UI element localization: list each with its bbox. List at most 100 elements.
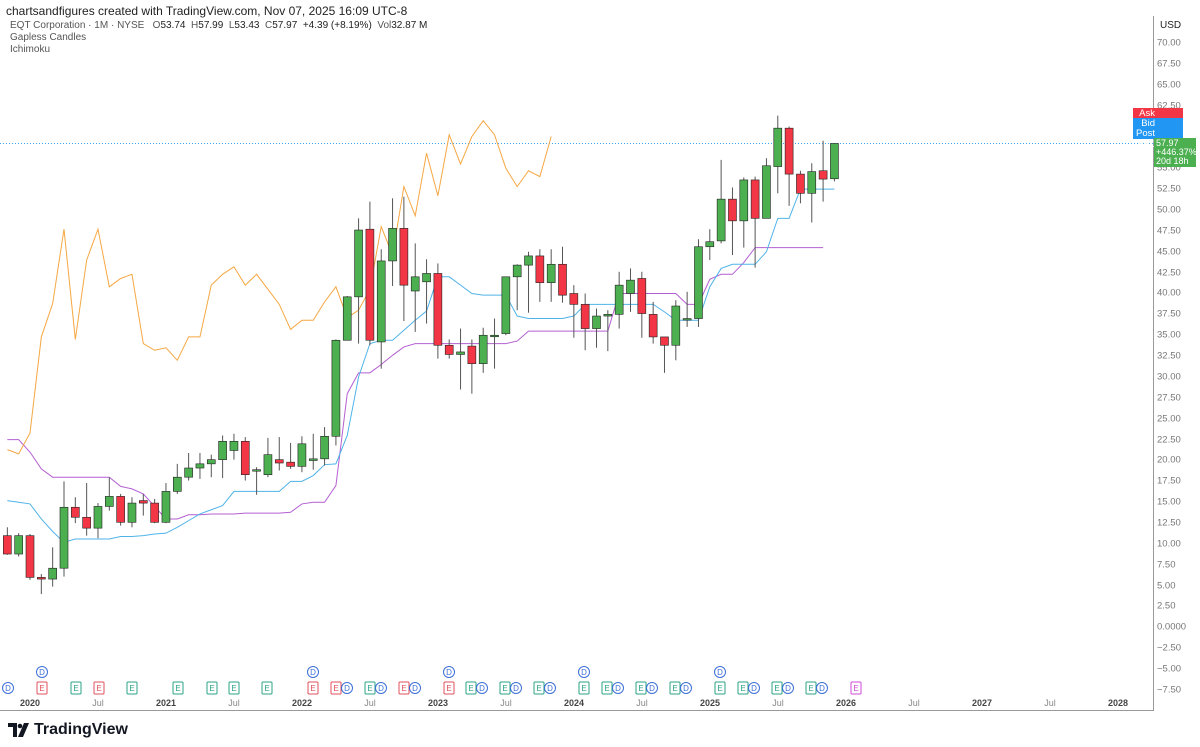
price-tick: 62.50 (1157, 100, 1181, 112)
dividend-event-icon (646, 682, 658, 694)
dividend-event-icon (544, 682, 556, 694)
candle-body (274, 459, 284, 464)
svg-text:E: E (310, 684, 315, 693)
price-tick: 27.50 (1157, 392, 1181, 404)
chart-credit: chartsandfigures created with TradingVie… (6, 4, 408, 18)
svg-text:D: D (446, 668, 452, 677)
price-tick: −5.00 (1157, 663, 1182, 675)
candle-body (206, 459, 216, 465)
candle-body (818, 170, 828, 180)
candle-body (116, 496, 125, 523)
candle-body (648, 314, 658, 338)
price-tick: 70.00 (1157, 37, 1181, 49)
price-tick: 42.50 (1157, 267, 1181, 279)
candle-body (388, 228, 397, 262)
candle-body (750, 179, 760, 219)
candle-body (478, 334, 488, 364)
dividend-event-icon (680, 682, 692, 694)
dividend-event-icon (375, 682, 387, 694)
candle-body (807, 171, 817, 194)
time-tick: 2024 (563, 698, 585, 708)
price-tick: 40.00 (1157, 287, 1181, 299)
svg-text:E: E (536, 684, 541, 693)
chart-legend: EQT Corporation · 1M · NYSE O53.74 H57.9… (10, 20, 427, 56)
time-tick: Jul (772, 698, 784, 708)
svg-text:E: E (446, 684, 451, 693)
time-tick: 2025 (699, 698, 721, 708)
svg-text:D: D (412, 684, 418, 693)
post-badge: Post 58.00 (1133, 128, 1183, 150)
indicator-gapless-candles[interactable]: Gapless Candles (10, 32, 87, 43)
price-tick: 65.00 (1157, 79, 1181, 91)
candle-body (762, 165, 771, 219)
svg-text:E: E (367, 684, 372, 693)
time-tick: 2028 (1107, 698, 1129, 708)
price-tick: 7.50 (1157, 559, 1176, 571)
legend-high: 57.99 (198, 20, 224, 31)
svg-text:E: E (468, 684, 473, 693)
dividend-event-icon (341, 682, 353, 694)
svg-text:E: E (73, 684, 78, 693)
legend-close: 57.97 (272, 20, 298, 31)
candle-body (105, 496, 114, 507)
price-tick: 15.00 (1157, 496, 1181, 508)
legend-open: 53.74 (160, 20, 186, 31)
candle-body (467, 345, 477, 364)
time-tick: Jul (500, 698, 512, 708)
svg-text:E: E (604, 684, 609, 693)
candle-body (252, 469, 261, 472)
candle-body (48, 567, 57, 580)
candle-body (728, 198, 737, 222)
svg-text:E: E (401, 684, 406, 693)
candle-body (569, 293, 579, 305)
earnings-event-icon (443, 681, 455, 695)
svg-text:D: D (5, 684, 11, 693)
indicator-ichimoku[interactable]: Ichimoku (10, 44, 51, 55)
svg-text:D: D (344, 684, 350, 693)
time-tick: Jul (92, 698, 104, 708)
candle-body (490, 334, 499, 338)
candle-body (637, 278, 647, 314)
svg-text:D: D (683, 684, 689, 693)
price-tick: 10.00 (1157, 538, 1181, 550)
chart-pane[interactable] (0, 16, 1154, 711)
svg-text:D: D (39, 668, 45, 677)
candle-body (773, 127, 783, 167)
candle-body (59, 506, 69, 569)
svg-text:E: E (740, 684, 745, 693)
candle-body (320, 435, 329, 460)
earnings-event-icon (36, 681, 48, 695)
candle-body (682, 318, 692, 321)
candle-body (331, 339, 341, 437)
svg-text:E: E (502, 684, 507, 693)
legend-volume: 32.87 M (391, 20, 428, 31)
svg-text:E: E (175, 684, 180, 693)
price-tick: 55.00 (1157, 162, 1181, 174)
ichimoku-base-line (7, 188, 835, 543)
candle-body (535, 255, 545, 283)
earnings-event-icon (850, 681, 862, 695)
svg-text:E: E (333, 684, 338, 693)
candle-body (297, 443, 307, 467)
dividend-event-icon (510, 682, 522, 694)
earnings-event-icon (126, 681, 138, 695)
candle-body (796, 173, 805, 194)
price-tick: 47.50 (1157, 225, 1181, 237)
candle-body (558, 263, 567, 296)
candle-body (354, 229, 363, 298)
candle-body (830, 143, 839, 180)
candle-body (82, 516, 91, 529)
legend-symbol[interactable]: EQT Corporation · 1M · NYSE (10, 20, 145, 31)
tradingview-logo-icon (8, 723, 29, 737)
candle-body (546, 263, 556, 283)
time-tick: 2026 (835, 698, 857, 708)
price-tick: 5.00 (1157, 580, 1176, 592)
svg-text:D: D (581, 668, 587, 677)
candle-body (456, 351, 465, 355)
candle-body (376, 260, 386, 343)
tradingview-logo[interactable]: TradingView (8, 721, 128, 739)
svg-text:E: E (672, 684, 677, 693)
svg-text:D: D (378, 684, 384, 693)
legend-low: 53.43 (234, 20, 260, 31)
